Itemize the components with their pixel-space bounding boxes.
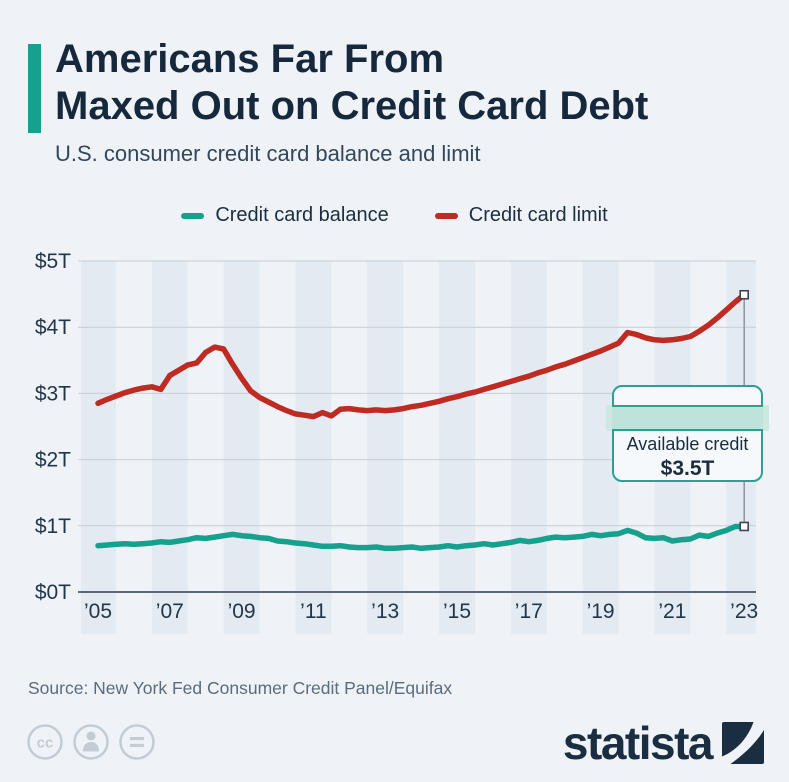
page-subtitle: U.S. consumer credit card balance and li… — [55, 141, 481, 166]
legend-label-limit: Credit card limit — [468, 204, 608, 226]
svg-text:’05: ’05 — [84, 600, 112, 623]
limit-swatch-icon — [434, 212, 458, 219]
title-line-2: Maxed Out on Credit Card Debt — [55, 84, 649, 128]
page-title: Americans Far From Maxed Out on Credit C… — [55, 36, 648, 130]
svg-text:’07: ’07 — [156, 600, 184, 623]
svg-text:’23: ’23 — [730, 600, 758, 623]
equal-badge-icon[interactable] — [118, 723, 156, 761]
cc-license-icons: cc — [26, 723, 156, 761]
svg-text:$1T: $1T — [35, 515, 71, 538]
svg-text:$4T: $4T — [35, 316, 71, 339]
svg-text:’17: ’17 — [515, 600, 543, 623]
statista-wordmark: statista — [562, 717, 714, 769]
annotation-value: $3.5T — [660, 457, 715, 480]
svg-text:’19: ’19 — [587, 600, 615, 623]
svg-text:’11: ’11 — [300, 600, 326, 623]
legend-item-balance: Credit card balance — [181, 204, 389, 227]
statista-logo-icon — [722, 722, 764, 764]
available-credit-card: Available credit $3.5T — [606, 385, 769, 482]
card-text: Available credit $3.5T — [614, 434, 761, 481]
svg-text:’09: ’09 — [228, 600, 256, 623]
card-rule-top — [612, 405, 763, 407]
statista-logo[interactable]: statista — [563, 716, 764, 770]
svg-text:’13: ’13 — [371, 600, 399, 623]
legend-label-balance: Credit card balance — [215, 204, 389, 226]
svg-text:’15: ’15 — [443, 600, 471, 623]
card-rule-bottom — [612, 429, 763, 431]
chart-legend: Credit card balance Credit card limit — [0, 204, 789, 227]
legend-item-limit: Credit card limit — [434, 204, 608, 227]
svg-text:$0T: $0T — [35, 581, 71, 604]
attribution-badge-icon[interactable] — [72, 723, 110, 761]
title-line-1: Americans Far From — [55, 37, 445, 81]
svg-text:’21: ’21 — [658, 600, 686, 623]
accent-bar — [28, 44, 41, 133]
svg-text:$2T: $2T — [35, 449, 71, 472]
card-magnetic-stripe — [612, 407, 763, 429]
svg-text:$3T: $3T — [35, 382, 71, 405]
annotation-label: Available credit — [626, 434, 749, 454]
source-text: Source: New York Fed Consumer Credit Pan… — [28, 678, 453, 698]
svg-text:cc: cc — [37, 735, 54, 752]
svg-text:$5T: $5T — [35, 250, 71, 273]
cc-badge-icon[interactable]: cc — [26, 723, 64, 761]
balance-swatch-icon — [181, 212, 205, 219]
